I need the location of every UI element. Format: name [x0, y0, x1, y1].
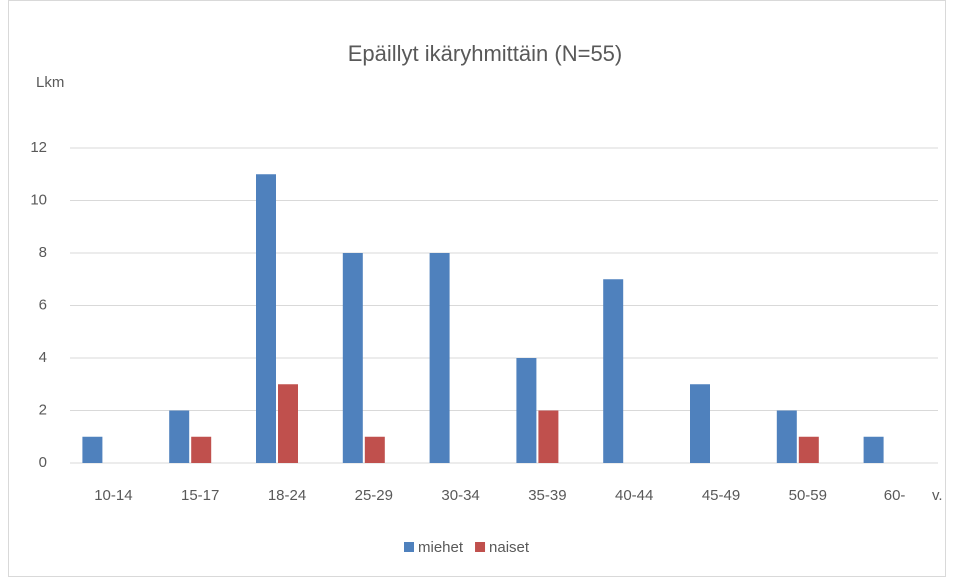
legend-label: miehet — [418, 539, 464, 556]
y-tick-label: 0 — [39, 454, 47, 471]
bar — [603, 279, 624, 463]
legend-label: naiset — [489, 539, 530, 556]
bar — [798, 436, 819, 463]
bar — [776, 410, 797, 463]
y-tick-label: 2 — [39, 401, 47, 418]
y-tick-label: 10 — [30, 191, 47, 208]
y-tick-label: 6 — [39, 296, 47, 313]
y-tick-label: 8 — [39, 244, 47, 261]
y-tick-label: 12 — [30, 139, 47, 156]
x-tick-label: 30-34 — [441, 487, 479, 504]
x-tick-label: 50-59 — [789, 487, 827, 504]
bar — [429, 253, 450, 463]
bar — [690, 384, 710, 463]
bar — [538, 410, 559, 463]
x-tick-label: 60- — [884, 487, 906, 504]
chart-title: Epäillyt ikäryhmittäin (N=55) — [348, 41, 622, 66]
y-axis-label: Lkm — [36, 74, 64, 91]
x-tick-label: 25-29 — [355, 487, 393, 504]
bar — [342, 253, 363, 463]
bar — [256, 174, 276, 463]
x-tick-label: 18-24 — [268, 487, 306, 504]
bar — [169, 410, 190, 463]
bar — [364, 436, 385, 463]
bar — [863, 436, 884, 463]
bar — [82, 436, 103, 463]
bar — [278, 384, 298, 463]
x-tick-label: 45-49 — [702, 487, 740, 504]
bar — [191, 436, 212, 463]
x-axis-label: v. — [932, 487, 943, 504]
x-tick-label: 10-14 — [94, 487, 132, 504]
chart-border — [8, 0, 946, 577]
x-tick-label: 35-39 — [528, 487, 566, 504]
x-tick-label: 40-44 — [615, 487, 653, 504]
legend-swatch — [404, 542, 414, 552]
bar — [516, 358, 537, 463]
y-tick-label: 4 — [39, 349, 47, 366]
x-tick-label: 15-17 — [181, 487, 219, 504]
legend-swatch — [475, 542, 486, 552]
